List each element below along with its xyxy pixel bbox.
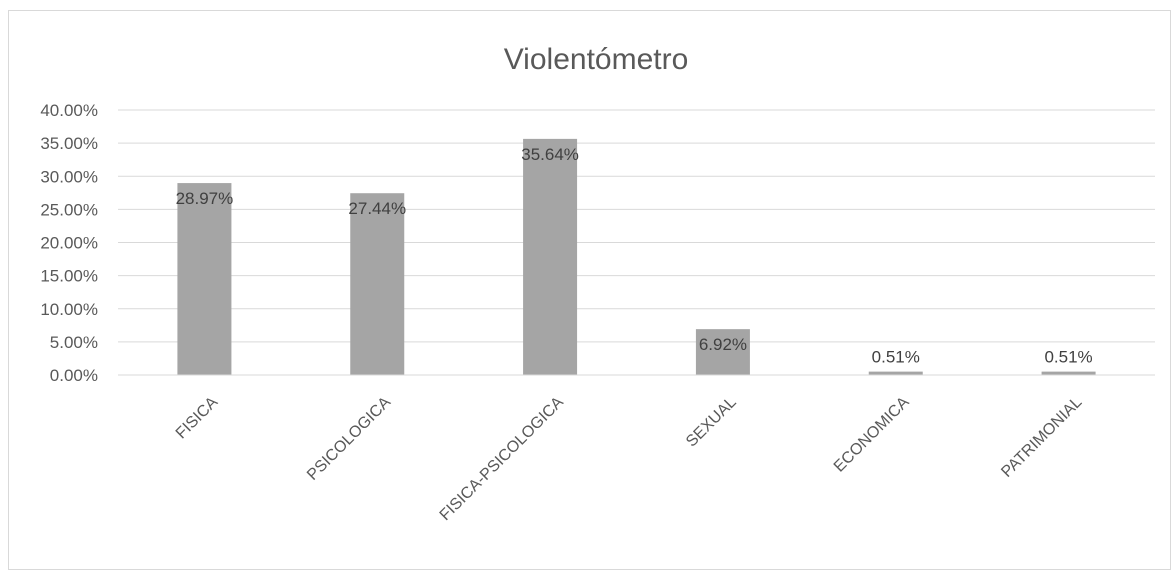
x-axis-category-labels: FISICA PSICOLOGICA FISICA-PSICOLOGICA SEXUA… — [173, 394, 1086, 524]
data-labels: 28.97% 27.44% 35.64% 6.92% 0.51% 0.51% — [176, 145, 1093, 367]
bar-sexual — [695, 329, 750, 375]
bar-economica — [868, 371, 923, 375]
gridlines — [118, 109, 1155, 343]
x-category-label: ECONOMICA — [831, 394, 913, 476]
y-tick-label: 40.00% — [40, 101, 98, 120]
bar-fisica — [177, 183, 232, 375]
data-label: 28.97% — [176, 189, 234, 208]
bar-patrimonial — [1041, 371, 1096, 375]
data-label: 0.51% — [872, 348, 920, 367]
x-category-label: PATRIMONIAL — [998, 394, 1085, 481]
y-tick-label: 25.00% — [40, 200, 98, 219]
x-category-label: FISICA-PSICOLOGICA — [437, 394, 567, 524]
x-category-label: PSICOLOGICA — [304, 394, 394, 484]
y-tick-label: 15.00% — [40, 267, 98, 286]
data-label: 6.92% — [699, 335, 747, 354]
bar-psicologica — [350, 193, 405, 375]
chart-title: Violentómetro — [504, 43, 689, 76]
y-tick-label: 20.00% — [40, 234, 98, 253]
y-tick-label: 30.00% — [40, 167, 98, 186]
x-category-label: SEXUAL — [683, 394, 740, 451]
data-label: 0.51% — [1044, 348, 1092, 367]
y-tick-label: 35.00% — [40, 134, 98, 153]
y-tick-label: 5.00% — [50, 333, 98, 352]
bars — [177, 138, 1096, 375]
bar-fisica-psicologica — [523, 138, 578, 375]
y-tick-label: 10.00% — [40, 300, 98, 319]
data-label: 35.64% — [521, 145, 579, 164]
y-axis-ticks: 0.00% 5.00% 10.00% 15.00% 20.00% 25.00% 30.00%… — [40, 101, 98, 385]
y-tick-label: 0.00% — [50, 366, 98, 385]
x-category-label: FISICA — [173, 394, 222, 443]
data-label: 27.44% — [348, 199, 406, 218]
